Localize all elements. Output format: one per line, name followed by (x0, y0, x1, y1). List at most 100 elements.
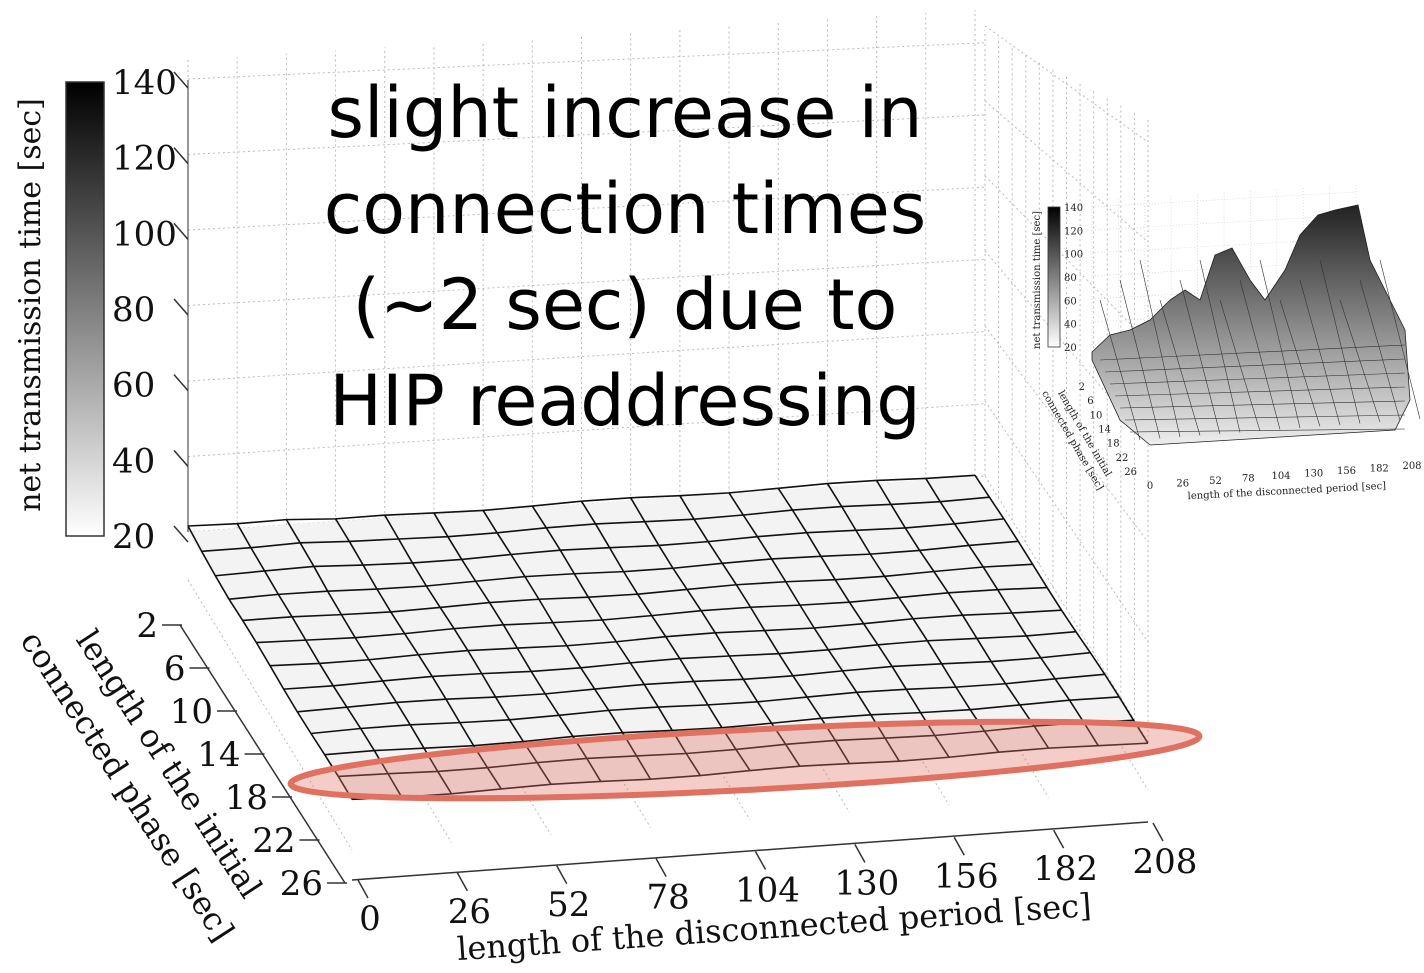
y-tick-label: 18 (225, 778, 268, 818)
wall-grid-hline (187, 331, 986, 382)
inset-colorbar-tick-label: 80 (1064, 273, 1077, 284)
x-tick-label: 78 (646, 878, 689, 918)
y-tick-label: 22 (252, 821, 295, 861)
inset-x-tick-label: 26 (1176, 479, 1189, 490)
surface-col-line (679, 495, 851, 765)
surface-mesh (187, 474, 1149, 801)
inset-mesh-line (1129, 428, 1406, 433)
right-wall-hline (984, 475, 1149, 743)
inset-mesh-line (1119, 279, 1161, 439)
right-wall-hline (984, 400, 1149, 643)
surface-col-line (187, 525, 353, 800)
inset-mesh-line (1239, 279, 1281, 430)
x-tick-mark (953, 836, 965, 856)
right-wall-hline (984, 175, 1149, 343)
inset-mesh-line (1099, 299, 1141, 441)
inset-colorbar-tick-label: 20 (1064, 343, 1077, 354)
inset-mesh-line (1119, 400, 1406, 409)
colorbar-tick-mark (173, 525, 189, 543)
inset-mesh-line (1139, 259, 1181, 438)
right-wall-hline (984, 250, 1149, 443)
x-tick-label: 130 (834, 863, 899, 903)
colorbar-tick-label: 40 (112, 441, 155, 481)
surface-col-line (384, 514, 552, 785)
x-tick-mark (556, 865, 568, 885)
x-tick-mark (854, 844, 866, 863)
inset-wall-hline (1091, 237, 1357, 254)
y-tick-label: 14 (197, 735, 240, 775)
inset-mesh-line (1109, 372, 1406, 385)
inset-colorbar-tick-label: 120 (1064, 226, 1083, 237)
surface-col-line (974, 474, 1149, 744)
surface-col-line (236, 523, 403, 798)
colorbar-tick-mark (173, 374, 189, 392)
inset-mesh-line (1379, 259, 1421, 420)
surface-col-line (777, 487, 950, 758)
y-axis-line (179, 624, 346, 884)
inset-x-tick-label: 104 (1271, 471, 1290, 482)
inset-y-tick-label: 22 (1116, 453, 1129, 464)
surface-col-line (433, 512, 602, 782)
inset-mesh-line (1199, 259, 1241, 433)
x-tick-mark (456, 872, 469, 892)
colorbar-tick-mark (173, 147, 189, 165)
right-wall-hline (984, 325, 1149, 543)
x-tick-label: 156 (934, 856, 999, 896)
inset-mesh-line (1359, 279, 1401, 421)
surface-col-line (826, 483, 1000, 753)
x-axis-line (351, 821, 1149, 881)
inset-x-tick-label: 78 (1242, 474, 1255, 485)
highlight-ellipse (287, 718, 1203, 802)
right-wall-hline (984, 25, 1149, 143)
inset-wall-hline (1091, 191, 1357, 208)
inset-mesh-line (1179, 279, 1221, 435)
inset-colorbar-ticks: 140 120 100 80 60 40 20 (1064, 203, 1083, 354)
surface-col-line (580, 500, 751, 771)
surface-col-line (875, 480, 1050, 749)
inset-surface-plot: net transmission time [sec] 140 120 100 80 6… (1032, 185, 1422, 502)
y-tick-label: 10 (170, 692, 213, 732)
colorbar-tick-mark (173, 449, 189, 467)
surface-col-line (728, 492, 900, 762)
x-tick-label: 26 (448, 892, 491, 932)
surface-col-line (334, 518, 502, 790)
colorbar-title: net transmission time [sec] (13, 98, 48, 512)
surface-col-line (629, 497, 801, 767)
inset-wall-hline (1091, 214, 1357, 231)
inset-colorbar-tick-label: 60 (1064, 296, 1077, 307)
inset-mesh-line (1099, 344, 1406, 361)
inset-mesh-line (1319, 259, 1361, 424)
inset-x-tick-label: 52 (1209, 476, 1222, 487)
surface-col-line (482, 509, 652, 780)
inset-y-tick-label: 18 (1107, 439, 1120, 450)
x-tick-mark (1052, 829, 1065, 849)
annotation-line-4: HIP readdressing (329, 360, 920, 442)
inset-colorbar-tick-label: 40 (1064, 320, 1077, 331)
wall-grid-hline (187, 403, 986, 457)
colorbar-tick-label: 60 (112, 366, 155, 406)
x-tick-label: 52 (547, 885, 590, 925)
inset-colorbar-title: net transmission time [sec] (1032, 211, 1043, 349)
colorbar-tick-mark (173, 71, 189, 89)
colorbar (65, 81, 105, 537)
surface-col-line (531, 505, 701, 776)
inset-x-tick-label: 156 (1337, 466, 1356, 477)
colorbar-tick-label: 140 (112, 63, 177, 103)
colorbar-ticks: 140 120 100 80 60 40 20 (112, 63, 189, 557)
inset-mesh-line (1114, 386, 1406, 397)
inset-colorbar-tick-label: 140 (1064, 203, 1083, 214)
colorbar-tick-label: 120 (112, 139, 177, 179)
inset-y-tick-label: 2 (1079, 382, 1085, 393)
inset-colorbar-tick-label: 100 (1064, 250, 1083, 261)
inset-y-tick-label: 10 (1090, 410, 1103, 421)
inset-y-tick-label: 14 (1098, 425, 1111, 436)
surface-fill (188, 476, 1148, 800)
inset-colorbar (1047, 206, 1061, 348)
inset-y-tick-label: 6 (1087, 396, 1093, 407)
x-tick-label: 182 (1033, 849, 1098, 889)
annotation-line-2: connection times (324, 168, 927, 250)
colorbar-tick-mark (173, 222, 189, 240)
inset-mesh-line (1259, 259, 1301, 429)
